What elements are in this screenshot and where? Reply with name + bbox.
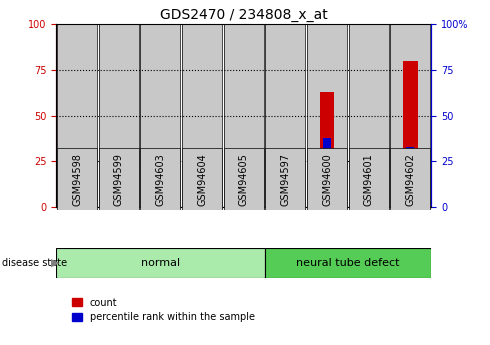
Text: GSM94597: GSM94597 bbox=[280, 153, 291, 206]
Text: normal: normal bbox=[141, 258, 180, 268]
Bar bbox=[265, 248, 431, 278]
Bar bbox=[153, 203, 168, 207]
Text: ▶: ▶ bbox=[51, 258, 60, 268]
Bar bbox=[323, 138, 331, 207]
Text: neural tube defect: neural tube defect bbox=[296, 258, 400, 268]
Bar bbox=[320, 92, 334, 207]
Bar bbox=[182, 24, 222, 207]
Bar bbox=[156, 196, 165, 207]
Bar bbox=[349, 24, 389, 207]
Text: GSM94604: GSM94604 bbox=[197, 153, 207, 206]
Bar bbox=[112, 201, 126, 207]
Text: GSM94605: GSM94605 bbox=[239, 153, 249, 206]
Bar bbox=[281, 172, 290, 207]
FancyBboxPatch shape bbox=[391, 148, 430, 210]
Bar bbox=[240, 201, 248, 207]
Text: GSM94598: GSM94598 bbox=[72, 153, 82, 206]
Bar bbox=[266, 24, 305, 207]
FancyBboxPatch shape bbox=[182, 148, 222, 210]
Bar bbox=[57, 24, 97, 207]
Bar bbox=[115, 187, 123, 207]
Bar bbox=[403, 61, 417, 207]
FancyBboxPatch shape bbox=[224, 148, 264, 210]
Text: GSM94603: GSM94603 bbox=[155, 153, 166, 206]
FancyBboxPatch shape bbox=[349, 148, 389, 210]
Bar bbox=[56, 248, 265, 278]
Bar bbox=[73, 189, 81, 207]
Legend: count, percentile rank within the sample: count, percentile rank within the sample bbox=[69, 294, 259, 326]
Bar bbox=[406, 147, 415, 207]
Bar bbox=[237, 205, 251, 207]
Text: GSM94600: GSM94600 bbox=[322, 153, 332, 206]
Bar bbox=[70, 201, 84, 207]
FancyBboxPatch shape bbox=[266, 148, 305, 210]
Text: GSM94601: GSM94601 bbox=[364, 153, 374, 206]
Bar bbox=[307, 24, 347, 207]
Bar bbox=[195, 201, 209, 207]
Bar bbox=[99, 24, 139, 207]
Text: disease state: disease state bbox=[2, 258, 68, 268]
FancyBboxPatch shape bbox=[307, 148, 347, 210]
Bar bbox=[198, 190, 206, 207]
Text: GSM94602: GSM94602 bbox=[405, 153, 416, 206]
Title: GDS2470 / 234808_x_at: GDS2470 / 234808_x_at bbox=[160, 8, 328, 22]
FancyBboxPatch shape bbox=[99, 148, 139, 210]
Bar bbox=[141, 24, 180, 207]
Bar bbox=[362, 201, 376, 207]
FancyBboxPatch shape bbox=[141, 148, 180, 210]
FancyBboxPatch shape bbox=[57, 148, 97, 210]
Bar bbox=[224, 24, 264, 207]
Text: GSM94599: GSM94599 bbox=[114, 153, 124, 206]
Bar bbox=[365, 201, 373, 207]
Bar bbox=[278, 167, 293, 207]
Bar bbox=[391, 24, 430, 207]
